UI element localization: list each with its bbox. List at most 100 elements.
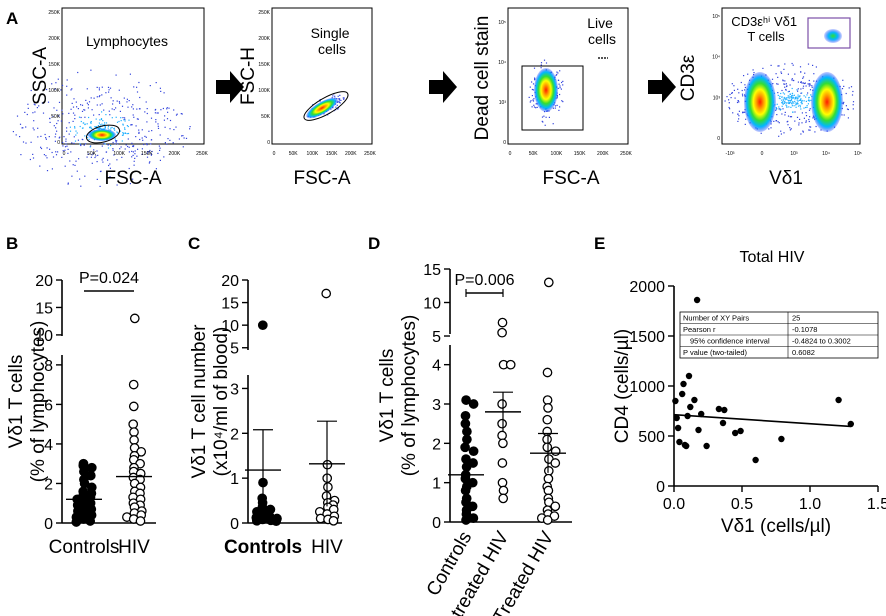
flow-event (96, 127, 98, 129)
flow-event (102, 157, 104, 159)
flow-event (69, 126, 71, 128)
flow-y-tick-label: 50K (51, 114, 61, 120)
flow-event (71, 142, 73, 144)
panel-label-d: D (368, 234, 380, 253)
flow-event (791, 87, 793, 90)
flow-event (804, 82, 806, 84)
flow-y-tick-label: 100K (48, 88, 60, 94)
flow-event (104, 126, 106, 128)
flow-event (124, 120, 126, 122)
data-point (128, 401, 139, 412)
flow-event (848, 87, 850, 89)
flow-event (342, 97, 344, 99)
flow-event (167, 138, 169, 140)
x-tick-label: 1.5 (867, 496, 886, 513)
flow-x-tick-label: 0 (509, 151, 512, 157)
flow-event (794, 73, 796, 75)
flow-y-tick-label: 150K (258, 62, 270, 68)
flow-event (808, 97, 810, 99)
flow-event (49, 121, 51, 123)
flow-event (742, 111, 744, 113)
flow-event (64, 149, 66, 151)
flow-event (796, 89, 798, 91)
flow-event (786, 105, 788, 107)
flow-event (104, 143, 106, 145)
flow-event (116, 100, 118, 102)
flow-event (808, 100, 811, 102)
flow-event (753, 72, 755, 74)
y-tick-label: 2 (44, 476, 53, 493)
flow-event (788, 99, 790, 101)
flow-event (797, 100, 799, 102)
flow-event (94, 126, 96, 128)
flow-event (86, 123, 88, 125)
flow-event (99, 124, 101, 126)
flow-event (792, 111, 794, 113)
flow-event (87, 107, 89, 109)
flow-event (798, 96, 800, 98)
flow-event (119, 110, 121, 112)
y-tick-label: 2 (230, 426, 239, 443)
flow-event (736, 101, 739, 104)
flow-event (541, 116, 544, 118)
flow-x-tick-label: 10³ (790, 151, 798, 157)
flow-event (189, 126, 191, 128)
flow-event (803, 82, 805, 85)
flow-event (122, 132, 124, 134)
flow-event (37, 127, 39, 129)
flow-event (137, 118, 139, 120)
series-hiv (309, 288, 345, 526)
flow-event (116, 121, 119, 123)
data-point (85, 516, 96, 526)
y-axis-label: Vδ1 T cells(% of lymphocytes) (377, 315, 420, 477)
flow-event (810, 126, 812, 128)
flow-event (115, 107, 117, 109)
flow-event (101, 145, 103, 147)
flow-event (791, 79, 793, 81)
flow-event (54, 136, 56, 138)
flow-event (22, 127, 24, 129)
flow-event (104, 124, 106, 126)
flow-event (791, 103, 793, 105)
data-point (680, 380, 687, 388)
stats-label: Number of XY Pairs (683, 314, 749, 323)
flow-event (92, 152, 95, 154)
flow-event (150, 143, 152, 145)
flow-event (88, 116, 90, 119)
flow-event (99, 95, 101, 97)
flow-event (57, 78, 59, 80)
panel-label-c: C (188, 234, 200, 253)
flow-event (734, 97, 736, 99)
flow-event (87, 153, 89, 155)
flow-event (778, 122, 780, 124)
flow-event (144, 111, 146, 113)
flow-event (150, 153, 152, 155)
flow-event (159, 147, 161, 149)
flow-event (110, 127, 112, 129)
flow-x-tick-label: 10⁵ (854, 151, 862, 157)
flow-event (138, 131, 140, 133)
flow-event (66, 85, 68, 87)
flow-event (151, 150, 153, 153)
cd3hi-vd1-population (824, 29, 842, 43)
flow-event (805, 120, 807, 122)
flow-event (731, 92, 733, 94)
flow-event (789, 96, 791, 98)
flow-event (544, 124, 546, 126)
flow-event (62, 141, 64, 144)
flow-event (96, 126, 98, 128)
flow-event (37, 136, 39, 138)
flow-event (120, 117, 122, 119)
flow-event (118, 120, 120, 123)
flow-event (770, 64, 772, 66)
flow-event (108, 89, 110, 91)
flow-event (134, 153, 136, 155)
flow-event (98, 114, 100, 116)
flow-x-tick-label: 250K (620, 151, 632, 157)
flow-event (155, 82, 157, 84)
flow-event (52, 156, 55, 158)
flow-event (91, 128, 93, 130)
flow-event (119, 102, 121, 104)
flow-event (157, 112, 159, 114)
